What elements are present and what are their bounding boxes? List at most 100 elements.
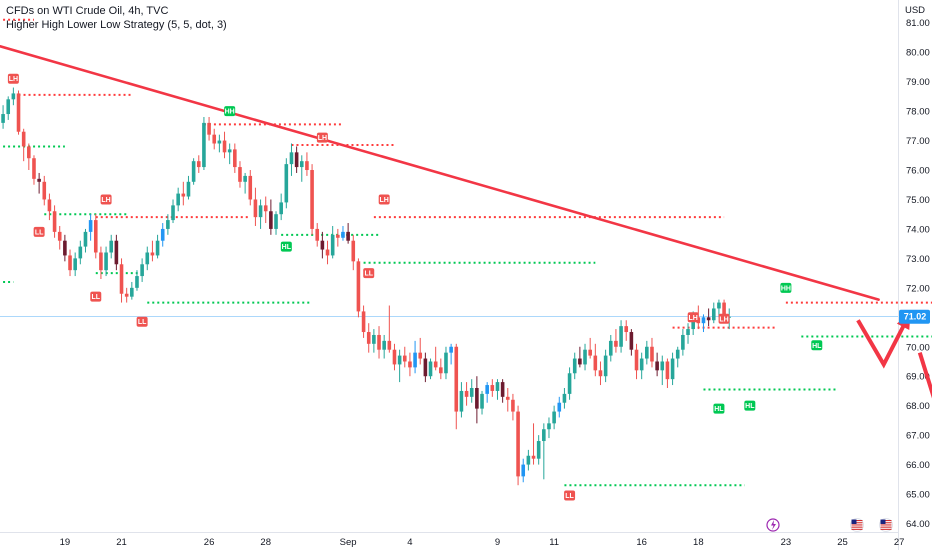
us-flag-icon[interactable]: [850, 518, 864, 532]
candle[interactable]: [665, 358, 670, 388]
candle[interactable]: [310, 164, 314, 235]
candle[interactable]: [675, 346, 680, 368]
candle[interactable]: [490, 379, 495, 397]
candle[interactable]: [629, 329, 634, 356]
candle[interactable]: [423, 352, 428, 383]
candle[interactable]: [68, 249, 72, 277]
candle[interactable]: [37, 172, 41, 194]
candle[interactable]: [279, 193, 283, 221]
candle[interactable]: [542, 423, 546, 480]
candle[interactable]: [47, 193, 52, 221]
candle[interactable]: [78, 240, 83, 265]
candle[interactable]: [428, 358, 433, 380]
candle[interactable]: [6, 96, 11, 120]
candle[interactable]: [160, 223, 165, 247]
candle[interactable]: [233, 143, 237, 173]
candle[interactable]: [433, 346, 438, 371]
candle[interactable]: [655, 352, 659, 377]
candle[interactable]: [706, 308, 711, 327]
lightning-icon[interactable]: [766, 518, 780, 532]
candle[interactable]: [413, 340, 417, 374]
candle[interactable]: [130, 281, 134, 300]
candle[interactable]: [181, 181, 186, 206]
candle[interactable]: [670, 352, 675, 386]
candle[interactable]: [1, 105, 5, 129]
candle[interactable]: [11, 87, 16, 106]
descending-trendline[interactable]: [0, 44, 880, 301]
candle[interactable]: [593, 343, 598, 377]
candle[interactable]: [454, 343, 459, 430]
candle[interactable]: [140, 258, 144, 282]
candle[interactable]: [402, 346, 407, 368]
candle[interactable]: [32, 155, 36, 185]
candle[interactable]: [269, 199, 273, 235]
candle[interactable]: [16, 90, 21, 135]
candle[interactable]: [83, 228, 88, 253]
candle[interactable]: [516, 405, 520, 486]
candle[interactable]: [57, 225, 62, 250]
candle[interactable]: [124, 287, 129, 303]
candle[interactable]: [299, 155, 304, 182]
candle[interactable]: [614, 329, 618, 353]
candle[interactable]: [212, 128, 217, 150]
candle[interactable]: [191, 158, 196, 185]
candle[interactable]: [701, 314, 706, 333]
candle[interactable]: [464, 382, 469, 406]
price-axis[interactable]: [898, 0, 932, 550]
candle[interactable]: [356, 258, 361, 318]
candle[interactable]: [536, 435, 541, 465]
candle[interactable]: [562, 387, 567, 409]
candle[interactable]: [73, 252, 77, 277]
candle[interactable]: [392, 343, 397, 371]
candle[interactable]: [119, 258, 124, 303]
candle[interactable]: [397, 349, 402, 383]
candle[interactable]: [27, 143, 31, 171]
candle[interactable]: [336, 228, 340, 247]
candle[interactable]: [495, 379, 500, 400]
candle[interactable]: [567, 367, 572, 400]
candle[interactable]: [258, 199, 263, 229]
candle[interactable]: [21, 128, 26, 162]
candle[interactable]: [253, 187, 258, 226]
candle[interactable]: [485, 382, 489, 403]
candle[interactable]: [578, 346, 582, 368]
candle[interactable]: [588, 337, 592, 359]
candle[interactable]: [408, 352, 412, 377]
candle[interactable]: [351, 234, 356, 271]
candle[interactable]: [361, 305, 366, 338]
candle[interactable]: [104, 246, 108, 277]
candle[interactable]: [547, 417, 551, 439]
candle[interactable]: [521, 458, 526, 483]
candle[interactable]: [711, 302, 716, 324]
candle[interactable]: [305, 152, 309, 176]
candle[interactable]: [202, 116, 206, 171]
candle[interactable]: [63, 234, 67, 262]
candle[interactable]: [557, 396, 562, 418]
candle[interactable]: [330, 225, 335, 259]
candle[interactable]: [52, 205, 57, 238]
candle[interactable]: [526, 449, 531, 471]
candle[interactable]: [480, 390, 484, 415]
candle[interactable]: [171, 199, 175, 224]
candle[interactable]: [439, 358, 443, 380]
candle[interactable]: [608, 334, 613, 362]
candle[interactable]: [531, 423, 536, 465]
candle[interactable]: [186, 175, 191, 200]
candle[interactable]: [217, 134, 222, 153]
candle[interactable]: [552, 405, 556, 430]
candle[interactable]: [325, 240, 330, 265]
candle[interactable]: [639, 352, 644, 380]
candle[interactable]: [99, 246, 103, 280]
candle[interactable]: [382, 334, 386, 359]
candle[interactable]: [315, 223, 320, 247]
candle[interactable]: [418, 337, 423, 365]
candle[interactable]: [449, 343, 453, 365]
candle[interactable]: [227, 143, 232, 165]
candle[interactable]: [150, 240, 155, 262]
candle[interactable]: [681, 329, 685, 356]
forecast-arrow[interactable]: [917, 352, 932, 437]
candle[interactable]: [93, 214, 98, 259]
candle[interactable]: [109, 234, 114, 259]
candle[interactable]: [624, 320, 629, 341]
